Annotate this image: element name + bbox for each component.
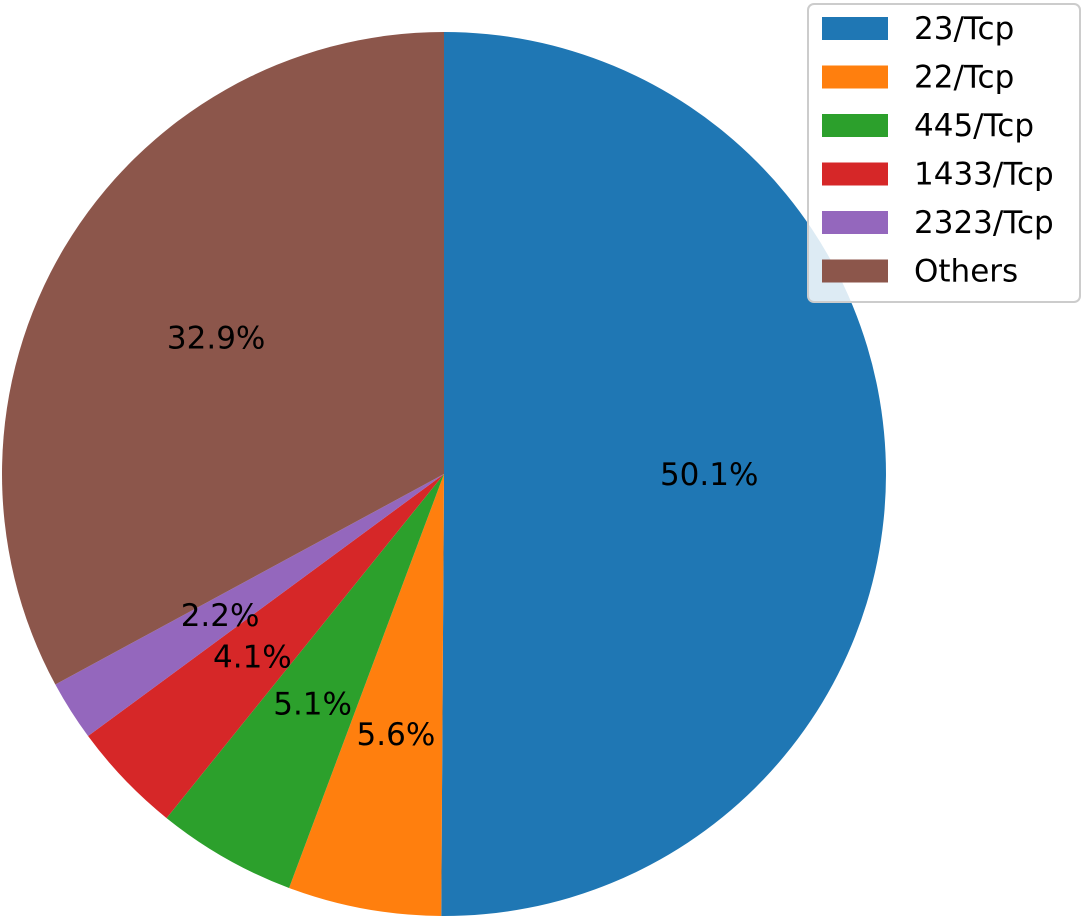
legend-label: 2323/Tcp [914,205,1054,241]
legend-label: Others [914,254,1018,290]
pie-percent-label: 5.1% [273,686,352,722]
pie-percent-label: 2.2% [181,598,260,634]
pie-percent-label: 5.6% [357,717,436,753]
legend: 23/Tcp 22/Tcp 445/Tcp 1433/Tcp 2323/Tcp Other… [807,3,1081,303]
legend-label: 1433/Tcp [914,157,1054,193]
pie-slice-445-tcp [166,474,444,888]
pie-percent-label: 4.1% [213,639,292,675]
legend-label: 445/Tcp [914,108,1034,144]
legend-swatch [822,17,888,40]
pie-slices [1,32,886,916]
pie-slice-others [1,32,445,685]
legend-swatch [822,211,888,234]
pie-slice-23-tcp [441,32,886,916]
pie-percent-label: 50.1% [660,457,758,493]
legend-swatch [822,162,888,186]
pie-percent-label: 32.9% [167,320,265,356]
legend-label: 23/Tcp [914,11,1014,47]
pie-slice-22-tcp [289,474,444,916]
legend-swatch [822,65,888,89]
pie-percent-labels: 50.1% 5.6%5.1% 4.1% 2.2% 32.9% [167,320,759,753]
legend-label: 22/Tcp [914,60,1014,96]
legend-swatch [822,259,888,283]
legend-swatch [822,114,888,137]
pie-slice-1433-tcp [88,474,444,819]
pie-slice-2323-tcp [55,474,444,737]
